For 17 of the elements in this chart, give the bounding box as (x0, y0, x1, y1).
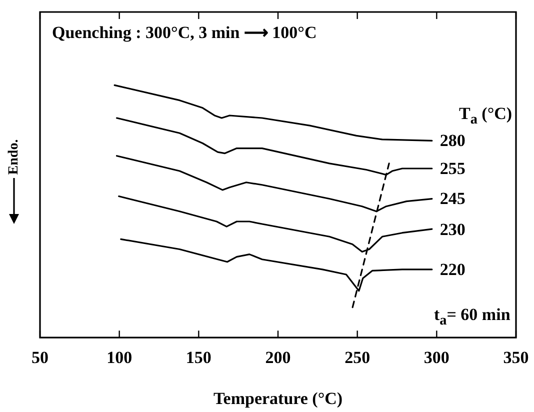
x-tick-label: 300 (424, 348, 450, 368)
y-axis-title: Endo. (6, 139, 22, 175)
x-tick-label: 150 (186, 348, 212, 368)
series-label: 230 (440, 220, 466, 239)
annotation: t$_{a}$= 60 min (434, 304, 510, 328)
x-tick-label: 250 (344, 348, 370, 368)
legend-title: T$_{a}$ (°C) (459, 104, 512, 128)
x-tick-label: 100 (106, 348, 132, 368)
x-axis-title: Temperature (°C) (214, 389, 343, 408)
x-tick-label: 350 (503, 348, 529, 368)
series-label: 245 (440, 189, 466, 208)
series-label: 255 (440, 158, 466, 178)
series-label: 280 (440, 131, 466, 150)
series-label: 220 (440, 260, 466, 279)
x-tick-label: 200 (265, 348, 291, 368)
x-tick-label: 50 (32, 348, 48, 368)
chart-title: Quenching : 300°C, 3 min ⟶ 100°C (52, 23, 317, 42)
